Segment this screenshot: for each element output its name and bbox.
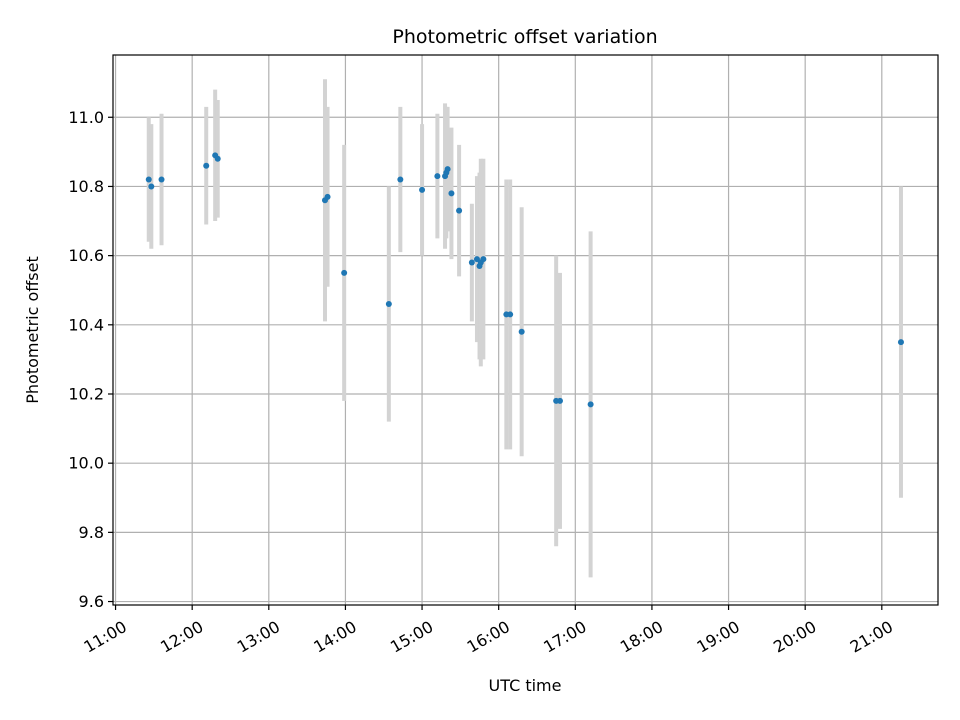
data-point [145, 176, 152, 183]
data-point [419, 186, 426, 193]
data-point [203, 162, 210, 169]
data-point [148, 183, 155, 190]
data-point [158, 176, 165, 183]
data-point [480, 256, 487, 263]
data-point [434, 173, 441, 180]
data-point [444, 166, 451, 173]
data-point [341, 269, 348, 276]
data-point [507, 311, 514, 318]
y-axis: 9.6 9.8 10.0 10.2 10.4 10.6 10.8 11.0 [68, 108, 113, 611]
y-tick-label: 11.0 [68, 108, 104, 127]
y-axis-title: Photometric offset [23, 256, 42, 404]
data-point [897, 339, 904, 346]
data-point [518, 328, 525, 335]
data-point [385, 301, 392, 308]
plot-frame [112, 54, 939, 606]
data-point [214, 155, 221, 162]
chart-title: Photometric offset variation [392, 26, 657, 48]
data-point [324, 193, 331, 200]
y-tick-label: 10.0 [68, 454, 104, 473]
y-tick-label: 10.6 [68, 246, 104, 265]
y-tick-label: 10.8 [68, 177, 104, 196]
data-point [397, 176, 404, 183]
data-point [448, 190, 455, 197]
data-point [456, 207, 463, 214]
y-tick-label: 9.8 [79, 523, 104, 542]
data-points [145, 152, 904, 408]
y-tick-label: 10.2 [68, 384, 104, 403]
data-point [587, 401, 594, 408]
data-point [473, 256, 480, 263]
grid [113, 55, 938, 605]
data-point [556, 397, 563, 404]
y-tick-label: 10.4 [68, 315, 104, 334]
x-axis-title: UTC time [489, 676, 562, 695]
data-point [468, 259, 475, 266]
y-tick-label: 9.6 [79, 592, 104, 611]
